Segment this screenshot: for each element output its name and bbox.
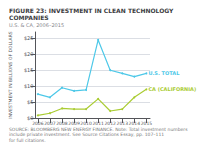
svg-text:2015: 2015 [141,121,153,126]
svg-text:2013: 2013 [117,121,129,126]
svg-text:$15: $15 [24,67,34,73]
svg-text:2008: 2008 [56,121,68,126]
svg-text:INVESTMENT IN BILLIONS OF DOLL: INVESTMENT IN BILLIONS OF DOLLARS [8,31,13,118]
svg-text:COMPANIES: COMPANIES [9,14,49,21]
svg-text:2007: 2007 [44,121,56,126]
svg-text:FIGURE 23: INVESTMENT IN CLEAN: FIGURE 23: INVESTMENT IN CLEAN TECHNOLOG… [9,7,176,14]
svg-text:2012: 2012 [104,121,116,126]
svg-text:U.S. & CA, 2006–2015: U.S. & CA, 2006–2015 [9,22,64,28]
svg-text:$25: $25 [24,35,34,41]
svg-text:SOURCE: BLOOMBERG NEW ENERGY F: SOURCE: BLOOMBERG NEW ENERGY FINANCE. No… [9,127,189,132]
svg-text:$0: $0 [27,115,34,121]
svg-text:$10: $10 [24,83,34,89]
svg-text:2010: 2010 [80,121,92,126]
svg-text:2014: 2014 [129,121,141,126]
svg-text:2006: 2006 [32,121,44,126]
svg-text:$20: $20 [24,51,34,57]
svg-text:include private investment. Se: include private investment. See Source C… [9,132,166,137]
svg-text:CA (CALIFORNIA): CA (CALIFORNIA) [148,86,196,92]
svg-text:$5: $5 [27,99,33,105]
svg-text:for full citations.: for full citations. [9,138,46,143]
svg-text:2009: 2009 [68,121,80,126]
svg-text:U.S. TOTAL: U.S. TOTAL [148,70,180,76]
svg-text:2011: 2011 [92,121,104,126]
